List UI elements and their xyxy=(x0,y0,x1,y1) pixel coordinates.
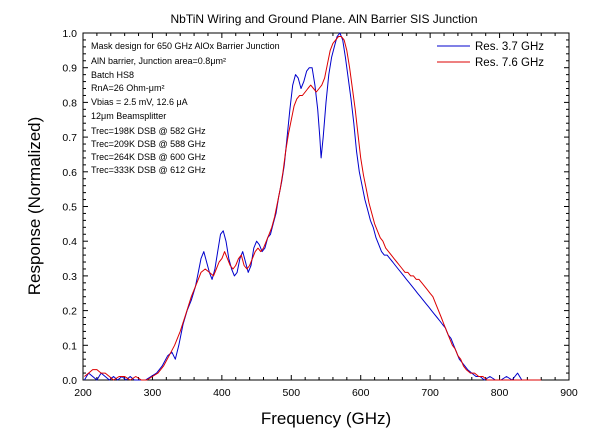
y-axis-label: Response (Normalized) xyxy=(25,117,44,296)
legend-label-1: Res. 3.7 GHz xyxy=(475,41,544,53)
legend-label-2: Res. 7.6 GHz xyxy=(475,57,544,69)
x-tick-label: 900 xyxy=(560,387,578,399)
annotation-line: Batch HS8 xyxy=(91,70,134,80)
y-tick-label: 0.3 xyxy=(62,271,77,283)
y-tick-label: 0.6 xyxy=(62,167,77,179)
x-tick-label: 300 xyxy=(144,387,162,399)
y-tick-label: 0.9 xyxy=(62,63,77,75)
legend: Res. 3.7 GHz Res. 7.6 GHz xyxy=(437,41,544,69)
chart-title: NbTiN Wiring and Ground Plane. AlN Barri… xyxy=(170,12,477,26)
annotation-line: Trec=264K DSB @ 600 GHz xyxy=(91,152,206,162)
annotation-line: 12μm Beamsplitter xyxy=(91,111,166,121)
y-tick-label: 0.5 xyxy=(62,202,77,214)
x-tick-label: 500 xyxy=(283,387,301,399)
series-lines xyxy=(83,32,542,381)
y-tick-label: 0.7 xyxy=(62,132,77,144)
y-tick-label: 1.0 xyxy=(62,28,77,40)
annotation-line: Vbias = 2.5 mV, 12.6 μA xyxy=(91,97,188,107)
y-axis: 0.0 0.1 0.2 0.3 0.4 0.5 0.6 0.7 0.8 0.9 1.0 xyxy=(62,28,569,387)
annotation-line: Mask design for 650 GHz AlOx Barrier Jun… xyxy=(91,41,280,51)
x-tick-label: 200 xyxy=(74,387,92,399)
y-tick-label: 0.4 xyxy=(62,236,77,248)
x-axis-label: Frequency (GHz) xyxy=(261,409,391,428)
annotation-line: AlN barrier, Junction area=0.8μm² xyxy=(91,56,226,66)
x-tick-label: 400 xyxy=(213,387,231,399)
series-line-2 xyxy=(84,36,542,381)
annotation-line: Trec=198K DSB @ 582 GHz xyxy=(91,126,206,136)
x-tick-label: 700 xyxy=(421,387,439,399)
x-tick-label: 600 xyxy=(352,387,370,399)
annotation-line: Trec=209K DSB @ 588 GHz xyxy=(91,139,206,149)
x-axis: 200 300 400 500 600 700 800 900 xyxy=(74,33,578,399)
y-tick-label: 0.8 xyxy=(62,97,77,109)
y-tick-label: 0.0 xyxy=(62,375,77,387)
annotation-block: Mask design for 650 GHz AlOx Barrier Jun… xyxy=(91,41,280,175)
y-tick-label: 0.2 xyxy=(62,306,77,318)
y-tick-label: 0.1 xyxy=(62,340,77,352)
x-tick-label: 800 xyxy=(491,387,509,399)
annotation-line: RnA=26 Ohm-μm² xyxy=(91,83,164,93)
annotation-line: Trec=333K DSB @ 612 GHz xyxy=(91,165,206,175)
